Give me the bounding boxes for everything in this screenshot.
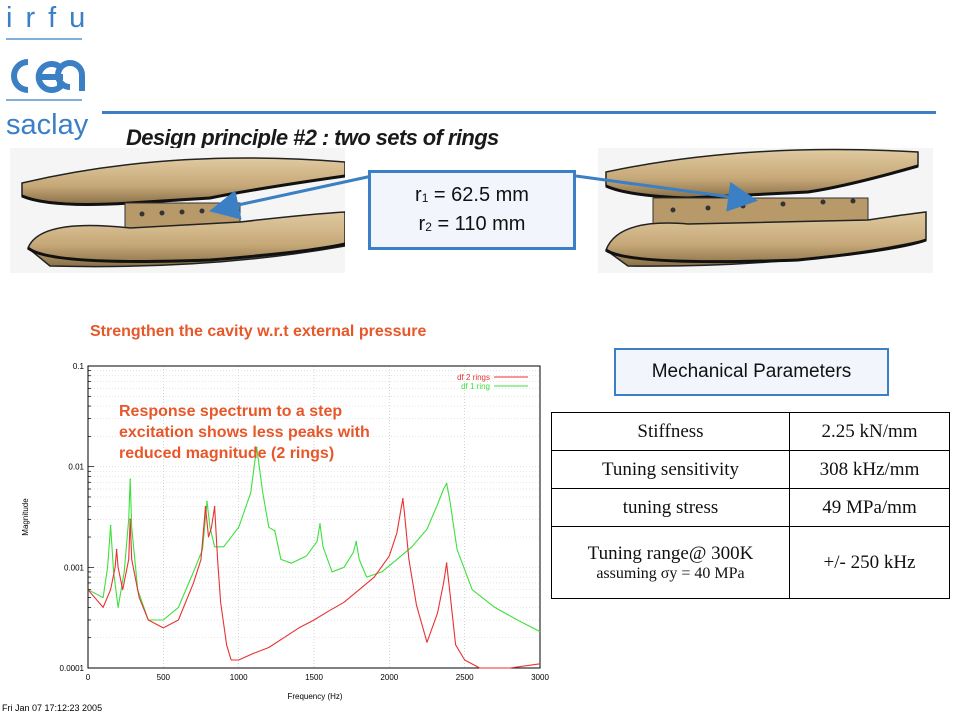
peak-point [204, 505, 207, 508]
param-label-main: Tuning range@ 300K [587, 542, 754, 564]
response-spectrum-chart: 0 500 1000 1500 2000 2500 3000 0.0001 0.001 0.01 0… [0, 355, 550, 720]
param-value: 2.25 kN/mm [789, 412, 950, 451]
param-value: 49 MPa/mm [789, 488, 950, 527]
x-tick-label: 2000 [380, 673, 398, 682]
legend-label-1-ring: df 1 ring [461, 382, 490, 391]
param-label-note: assuming σy = 40 MPa [596, 564, 745, 582]
peak-point [355, 540, 358, 543]
param-label: Tuning range@ 300K assuming σy = 40 MPa [551, 526, 790, 599]
table-row: Tuning range@ 300K assuming σy = 40 MPa … [551, 526, 950, 599]
cea-logo-icon: cea [11, 59, 85, 93]
peak-point [445, 482, 448, 485]
param-value: 308 kHz/mm [789, 450, 950, 489]
irfu-logo-text: irfu [6, 2, 99, 34]
y-tick-label: 0.01 [68, 463, 84, 472]
cavity-render-right [598, 148, 933, 273]
plot-frame [87, 365, 541, 669]
y-tick-label: 0.001 [64, 563, 85, 572]
param-label: tuning stress [551, 488, 790, 527]
x-tick-label: 1500 [305, 673, 323, 682]
cavity-render-left [10, 148, 345, 273]
title-rule [102, 111, 936, 114]
response-note-line-1: Response spectrum to a step [119, 403, 343, 420]
peak-point [206, 500, 208, 503]
response-note-line-2: excitation shows less peaks with [119, 424, 370, 441]
chart-timestamp: Fri Jan 07 17:12:23 2005 [2, 703, 102, 713]
param-value: +/- 250 kHz [789, 526, 950, 599]
table-row: Stiffness 2.25 kN/mm [551, 412, 950, 451]
series-line-2-rings [87, 498, 541, 669]
x-tick-label: 1000 [230, 673, 248, 682]
response-note-line-3: reduced magnitude (2 rings) [119, 445, 335, 462]
x-tick-label: 0 [86, 673, 91, 682]
y-tick-label: 0.0001 [60, 664, 85, 673]
peak-point [213, 505, 216, 508]
slide-title: Design principle #2 : two sets of rings [126, 125, 499, 150]
chart-legend: df 2 rings df 1 ring [457, 373, 528, 391]
x-tick-label: 3000 [531, 673, 549, 682]
x-tick-label: 500 [157, 673, 171, 682]
peak-point [402, 498, 404, 500]
param-label: Tuning sensitivity [551, 450, 790, 489]
y-tick-label: 0.1 [73, 362, 85, 371]
strengthen-note: Strengthen the cavity w.r.t external pre… [90, 323, 427, 340]
table-row: Tuning sensitivity 308 kHz/mm [551, 450, 950, 489]
x-tick-label: 2500 [456, 673, 474, 682]
response-note: Response spectrum to a step excitation s… [119, 401, 370, 464]
peak-point [319, 523, 321, 525]
mechanical-parameters-heading: Mechanical Parameters [614, 348, 889, 396]
radius-callout: r1 = 62.5 mm r2 = 110 mm [368, 170, 576, 250]
peak-point [129, 518, 131, 521]
logo-divider [6, 99, 82, 101]
peak-point [129, 478, 131, 481]
legend-label-2-rings: df 2 rings [457, 373, 490, 382]
peak-point [109, 524, 112, 527]
series-layer [87, 446, 541, 669]
peak-point [255, 446, 258, 449]
radius-r2: r2 = 110 mm [418, 213, 526, 235]
saclay-logo-text: saclay [6, 109, 89, 141]
mechanical-parameters-table: Stiffness 2.25 kN/mm Tuning sensitivity … [551, 412, 950, 599]
y-axis-label: Magnitude [21, 498, 30, 536]
param-label: Stiffness [551, 412, 790, 451]
peak-point [115, 548, 118, 551]
logo-divider [6, 38, 82, 40]
peak-point [445, 562, 448, 564]
radius-r1: r1 = 62.5 mm [415, 184, 529, 206]
x-axis-label: Frequency (Hz) [287, 692, 342, 701]
table-row: tuning stress 49 MPa/mm [551, 488, 950, 527]
tick-layer: 0 500 1000 1500 2000 2500 3000 0.0001 0.001 0.01 0… [60, 362, 550, 682]
peak-point [274, 530, 276, 532]
